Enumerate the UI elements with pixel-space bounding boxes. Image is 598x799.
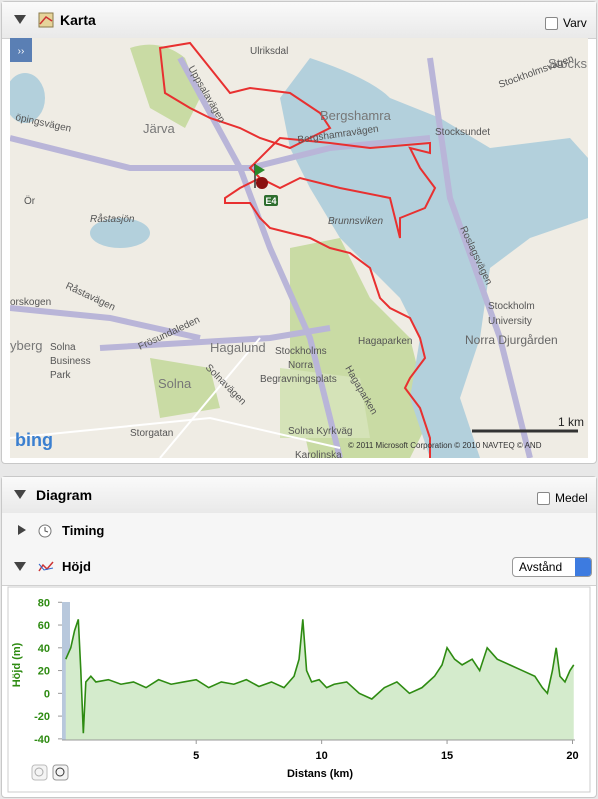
map-label: Solna <box>158 376 192 391</box>
x-mode-select[interactable]: Avstånd <box>512 557 592 577</box>
map-toggle[interactable] <box>10 38 32 62</box>
select-text[interactable]: Avstånd <box>519 560 563 574</box>
map-toggle-text[interactable]: ›› <box>18 46 25 57</box>
x-tick-label: 15 <box>441 750 453 762</box>
diagram-header[interactable]: Diagram Medel <box>2 477 596 514</box>
map-label: Norra Djurgården <box>465 333 558 347</box>
zoom-in-icon[interactable] <box>34 767 44 777</box>
y-tick-label: 0 <box>44 688 50 700</box>
map-label: Stockholms <box>275 346 327 357</box>
y-tick-label: 60 <box>38 620 50 632</box>
y-tick-label: -40 <box>34 734 50 746</box>
map-label: Hagaparken <box>358 336 412 347</box>
diagram-title: Diagram <box>36 487 93 503</box>
collapse-icon[interactable] <box>14 562 26 571</box>
elevation-row[interactable]: Höjd Avstånd <box>2 549 596 586</box>
y-tick-label: 20 <box>38 666 50 678</box>
map-label: Storgatan <box>130 428 173 439</box>
zoom-in[interactable] <box>31 764 48 781</box>
map-label: Karolinska <box>295 450 342 458</box>
y-axis-label: Höjd (m) <box>11 642 23 687</box>
map-label: Solna <box>50 342 76 353</box>
zoom-out[interactable] <box>52 764 69 781</box>
chart-icon <box>38 561 54 572</box>
lap-label: Varv <box>563 16 587 30</box>
map-label: yberg <box>10 338 43 353</box>
map-icon <box>38 12 54 28</box>
x-tick-label: 10 <box>316 750 328 762</box>
map-label: Park <box>50 370 72 381</box>
select-arrow[interactable] <box>575 558 591 576</box>
road-shield-text: E4 <box>265 196 276 206</box>
map-label: Råstasjön <box>90 213 135 225</box>
bing-logo: bing <box>15 430 53 450</box>
timing-label: Timing <box>62 523 105 538</box>
clock-icon <box>38 524 52 538</box>
map-label: Begravningsplats <box>260 374 337 385</box>
map[interactable]: E4 ›› Ulriksdal Stocks Stockholmsvägen B… <box>10 38 588 458</box>
map-title: Karta <box>60 12 96 28</box>
average-checkbox[interactable] <box>537 492 550 505</box>
map-label: Ulriksdal <box>250 46 288 57</box>
x-tick-label: 20 <box>566 750 578 762</box>
y-tick-label: 40 <box>38 643 50 655</box>
lap-checkbox[interactable] <box>545 17 558 30</box>
road-shield <box>264 195 278 206</box>
x-axis-label: Distans (km) <box>287 768 353 780</box>
timing-row[interactable]: Timing <box>2 513 596 550</box>
zoom-out-icon[interactable] <box>55 767 65 777</box>
map-label: Hagalund <box>210 340 266 355</box>
y-tick-label: -20 <box>34 711 50 723</box>
collapse-icon[interactable] <box>14 15 26 24</box>
map-label: Järva <box>143 121 176 136</box>
map-label: Norra <box>288 360 313 371</box>
map-label: Ör <box>24 195 36 207</box>
x-tick-label: 5 <box>193 750 199 762</box>
map-copyright: © 2011 Microsoft Corporation © 2010 NAVT… <box>348 441 542 450</box>
elevation-label: Höjd <box>62 559 91 574</box>
y-tick-label: 80 <box>38 597 50 609</box>
map-label: Stocks <box>548 56 588 71</box>
expand-icon[interactable] <box>18 525 26 535</box>
map-label: Bergshamra <box>320 108 392 123</box>
map-label: Brunnsviken <box>328 216 383 227</box>
map-header[interactable]: Karta Varv <box>2 2 596 39</box>
map-label: Business <box>50 356 91 367</box>
map-label: orskogen <box>10 297 51 308</box>
map-label: Solna Kyrkväg <box>288 426 352 437</box>
elevation-line <box>65 619 575 734</box>
collapse-icon[interactable] <box>14 490 26 499</box>
map-scale: 1 km <box>558 415 584 429</box>
map-label: Stockholm <box>488 301 535 312</box>
map-label: University <box>488 316 532 327</box>
map-label: Stocksundet <box>435 127 490 138</box>
average-label: Medel <box>555 491 588 505</box>
